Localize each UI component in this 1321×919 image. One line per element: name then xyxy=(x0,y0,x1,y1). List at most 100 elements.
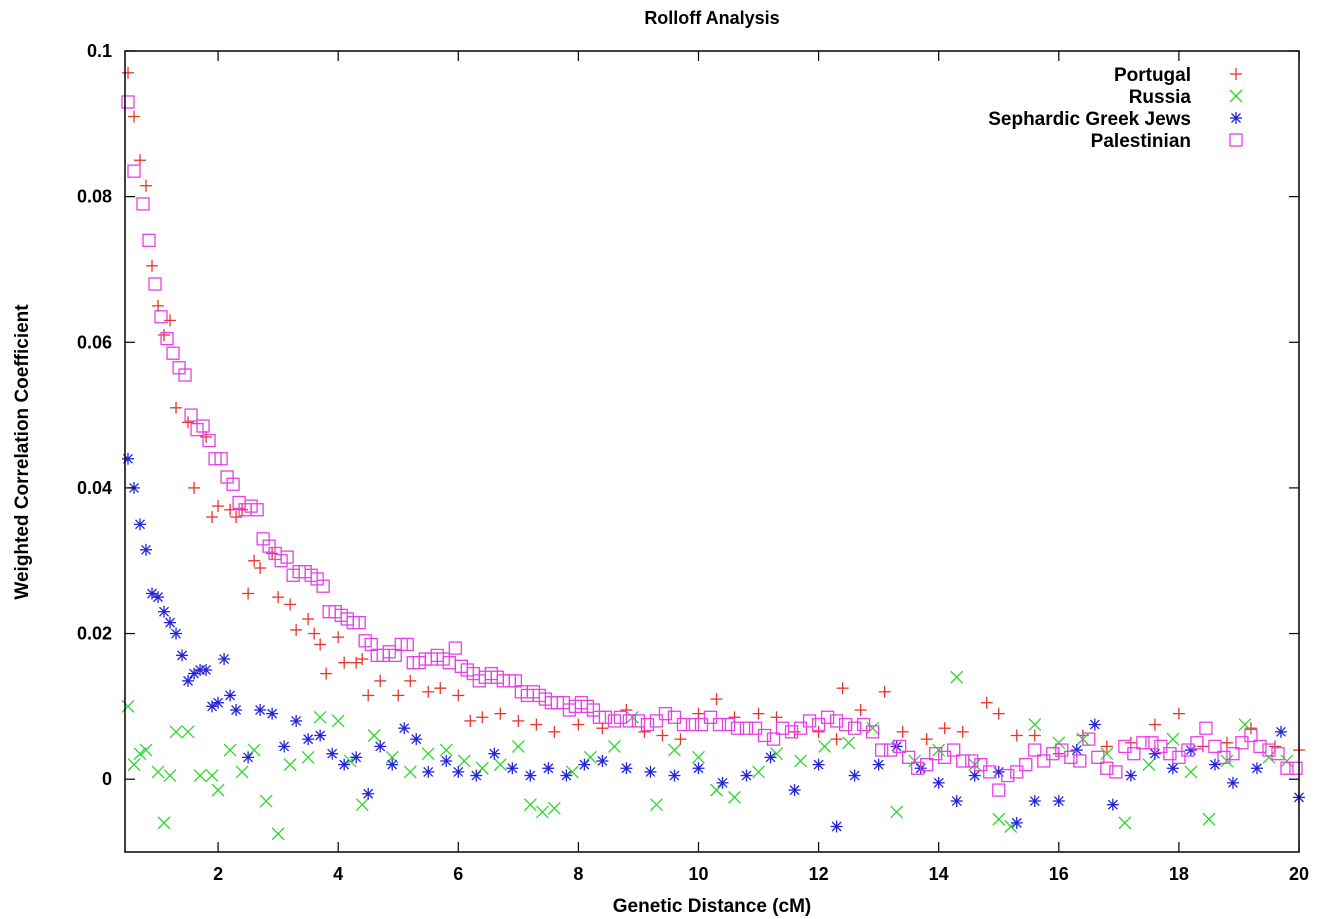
data-point xyxy=(730,721,745,735)
data-point xyxy=(146,259,159,272)
data-point xyxy=(512,714,525,727)
data-point xyxy=(656,729,669,742)
data-point xyxy=(1028,729,1041,742)
data-point xyxy=(902,750,916,764)
data-point xyxy=(1217,750,1231,764)
data-point xyxy=(1253,739,1267,754)
data-point xyxy=(572,718,585,731)
data-point xyxy=(248,554,261,567)
data-point xyxy=(884,743,898,757)
data-point xyxy=(1238,718,1252,732)
data-point xyxy=(278,740,291,753)
data-point xyxy=(440,754,453,767)
data-point xyxy=(947,743,961,757)
data-point xyxy=(793,721,808,735)
data-point xyxy=(386,758,399,771)
data-point xyxy=(166,346,180,360)
data-point xyxy=(164,314,177,327)
data-point xyxy=(530,718,543,731)
data-point xyxy=(929,747,943,761)
x-tick-label: 14 xyxy=(929,864,949,884)
data-point xyxy=(764,751,777,764)
data-point xyxy=(818,739,832,753)
data-point xyxy=(139,743,153,757)
data-point xyxy=(127,758,141,772)
data-point xyxy=(820,710,835,724)
data-point xyxy=(398,722,411,735)
data-point xyxy=(548,725,561,738)
data-point xyxy=(140,179,153,192)
data-point xyxy=(836,682,849,695)
data-point xyxy=(1010,816,1023,829)
data-point xyxy=(1046,747,1060,761)
data-point xyxy=(242,751,255,764)
data-point xyxy=(788,784,801,797)
x-tick-label: 18 xyxy=(1169,864,1189,884)
data-point xyxy=(283,758,297,772)
data-point xyxy=(1271,747,1285,761)
data-point xyxy=(326,747,339,760)
data-point xyxy=(1118,739,1132,754)
data-point xyxy=(218,653,231,666)
data-point xyxy=(151,765,165,779)
data-point xyxy=(224,689,237,702)
data-point xyxy=(1100,761,1114,775)
data-point xyxy=(338,656,351,669)
data-point xyxy=(830,820,843,833)
data-point xyxy=(206,511,219,524)
data-point xyxy=(157,816,171,830)
data-point xyxy=(188,481,201,494)
data-point xyxy=(212,696,225,709)
data-point xyxy=(938,750,952,764)
data-point xyxy=(542,762,555,775)
data-point xyxy=(154,310,168,324)
data-point xyxy=(968,769,981,782)
data-point xyxy=(992,812,1006,826)
data-point xyxy=(740,769,753,782)
data-point xyxy=(362,787,375,800)
data-point xyxy=(421,747,435,761)
data-point xyxy=(163,769,177,783)
data-point xyxy=(956,725,969,738)
data-point xyxy=(1124,769,1137,782)
data-point xyxy=(668,743,681,757)
data-point xyxy=(1208,739,1222,754)
data-point xyxy=(1145,736,1159,750)
data-point xyxy=(1106,798,1119,811)
data-point xyxy=(362,689,375,702)
data-point xyxy=(802,714,817,728)
data-point xyxy=(176,649,189,662)
data-point xyxy=(196,419,210,433)
data-point xyxy=(250,503,264,517)
y-tick-label: 0.1 xyxy=(87,41,112,61)
data-point xyxy=(1208,758,1221,771)
data-point xyxy=(766,732,781,746)
data-point xyxy=(230,704,243,717)
data-point xyxy=(770,711,783,724)
data-point xyxy=(193,769,207,783)
legend-item: Portugal xyxy=(1114,65,1242,86)
data-point xyxy=(271,827,285,841)
data-point xyxy=(236,503,249,516)
data-point xyxy=(847,721,862,735)
data-point xyxy=(812,758,825,771)
data-point xyxy=(1136,736,1150,750)
legend-marker xyxy=(1229,133,1243,147)
data-point xyxy=(200,663,213,676)
data-point xyxy=(992,707,1005,720)
x-axis-label: Genetic Distance (cM) xyxy=(613,896,812,917)
legend-marker xyxy=(1229,89,1243,103)
data-point xyxy=(374,740,387,753)
data-point xyxy=(848,769,861,782)
data-point xyxy=(266,547,279,560)
data-point xyxy=(932,743,946,757)
data-point xyxy=(710,693,723,706)
data-point xyxy=(152,591,165,604)
data-point xyxy=(422,685,435,698)
data-point xyxy=(1262,743,1276,757)
data-point xyxy=(865,725,880,739)
data-point xyxy=(920,757,934,772)
data-point xyxy=(1184,765,1198,779)
data-point xyxy=(1226,747,1240,761)
